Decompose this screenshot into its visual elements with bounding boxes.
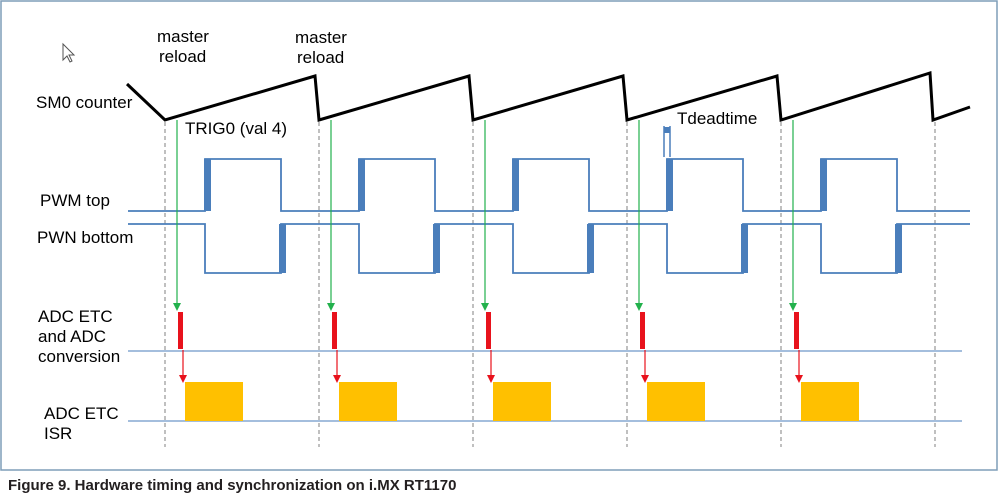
pwm-bottom-deadtime-edge	[587, 224, 594, 273]
pwm-top-deadtime-edge	[820, 159, 827, 211]
adc-conversion-pulse	[640, 312, 645, 349]
adc-isr-label-2: ISR	[44, 424, 72, 443]
isr-block	[493, 382, 551, 421]
pwm-bottom-deadtime-edge	[279, 224, 286, 273]
reload-guides	[164, 122, 936, 447]
pwm-bottom-waveform	[128, 223, 970, 274]
master-reload-2-line1: master	[295, 28, 347, 47]
sm0-counter-label: SM0 counter	[36, 93, 133, 112]
pwm-signals	[128, 158, 970, 274]
master-reload-1-line1: master	[157, 27, 209, 46]
pwm-bottom-deadtime-edge	[895, 224, 902, 273]
adc-conversion-label-2: and ADC	[38, 327, 106, 346]
adc-conversion-label-1: ADC ETC	[38, 307, 113, 326]
pwm-top-deadtime-edge	[204, 159, 211, 211]
pwm-bottom-deadtime-edge	[433, 224, 440, 273]
trig0-label: TRIG0 (val 4)	[185, 119, 287, 138]
pwm-top-deadtime-edge	[512, 159, 519, 211]
master-reload-1-line2: reload	[159, 47, 206, 66]
mouse-pointer-icon	[62, 42, 76, 63]
tdeadtime-marker	[663, 126, 671, 157]
isr-block	[647, 382, 705, 421]
pwm-bottom-label: PWN bottom	[37, 228, 133, 247]
figure-border	[0, 0, 998, 471]
sm0-counter-waveform	[125, 70, 971, 123]
pwm-top-deadtime-edge	[666, 159, 673, 211]
isr-block	[185, 382, 243, 421]
tdeadtime-label: Tdeadtime	[677, 109, 757, 128]
adc-isr-label-1: ADC ETC	[44, 404, 119, 423]
isr-block	[339, 382, 397, 421]
pwm-bottom-deadtime-edge	[741, 224, 748, 273]
pwm-top-waveform	[128, 158, 970, 212]
adc-conversion-pulse	[178, 312, 183, 349]
pwm-top-deadtime-edge	[358, 159, 365, 211]
adc-conversion-label-3: conversion	[38, 347, 120, 366]
isr-block	[801, 382, 859, 421]
adc-conversion-pulse	[332, 312, 337, 349]
adc-conversion-pulse	[486, 312, 491, 349]
pwm-top-label: PWM top	[40, 191, 110, 210]
figure-caption: Figure 9. Hardware timing and synchroniz…	[8, 477, 456, 494]
master-reload-2-line2: reload	[297, 48, 344, 67]
adc-conversion-pulse	[794, 312, 799, 349]
adc-events	[173, 120, 859, 421]
